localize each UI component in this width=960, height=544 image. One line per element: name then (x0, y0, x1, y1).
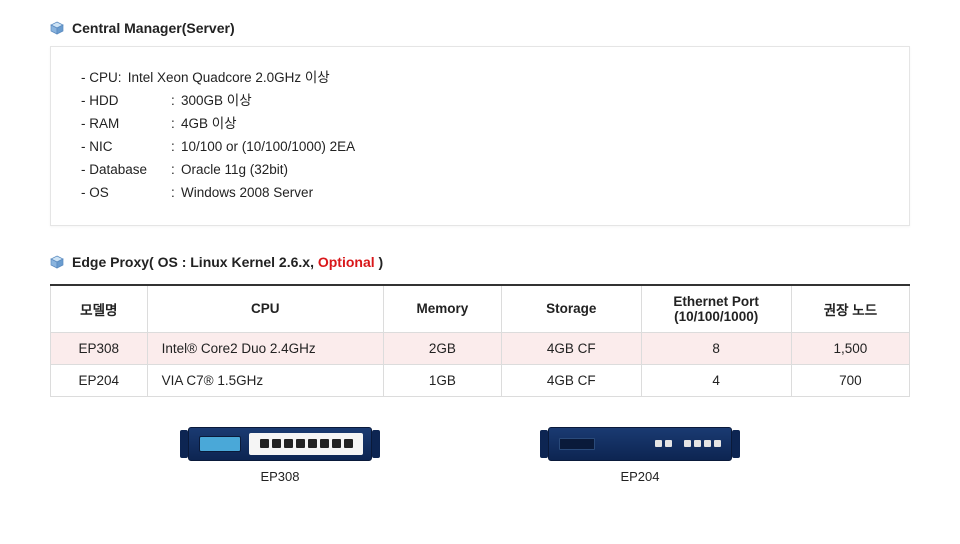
table-row: EP308 Intel® Core2 Duo 2.4GHz 2GB 4GB CF… (51, 332, 910, 364)
device-label: EP204 (540, 469, 740, 484)
edge-proxy-table: 모델명 CPU Memory Storage Ethernet Port (10… (50, 284, 910, 397)
cell-nodes: 1,500 (791, 332, 909, 364)
spec-row: - OS : Windows 2008 Server (81, 182, 879, 205)
col-eth: Ethernet Port (10/100/1000) (641, 285, 791, 333)
spec-colon: : (171, 159, 181, 182)
table-header-row: 모델명 CPU Memory Storage Ethernet Port (10… (51, 285, 910, 333)
spec-colon: : (171, 182, 181, 205)
cell-memory: 2GB (383, 332, 501, 364)
spec-label: - OS (81, 182, 171, 205)
cell-storage: 4GB CF (501, 364, 641, 396)
cell-eth: 4 (641, 364, 791, 396)
spec-value: 10/100 or (10/100/1000) 2EA (181, 136, 879, 159)
section-title: Edge Proxy( OS : Linux Kernel 2.6.x, Opt… (72, 254, 383, 270)
cell-cpu: Intel® Core2 Duo 2.4GHz (147, 332, 383, 364)
device-images-row: EP308 EP204 (50, 427, 910, 484)
col-storage: Storage (501, 285, 641, 333)
spec-row: - CPU : Intel Xeon Quadcore 2.0GHz 이상 (81, 67, 879, 90)
title-prefix: Edge Proxy( OS : Linux Kernel 2.6.x, (72, 254, 318, 270)
cube-icon (50, 255, 64, 269)
title-suffix: ) (375, 254, 384, 270)
rack-unit-icon (540, 427, 740, 461)
spec-label: - NIC (81, 136, 171, 159)
spec-value: 4GB 이상 (181, 113, 879, 136)
spec-colon: : (118, 67, 128, 90)
cell-model: EP308 (51, 332, 148, 364)
device-ep204: EP204 (540, 427, 740, 484)
device-ep308: EP308 (180, 427, 380, 484)
spec-colon: : (171, 136, 181, 159)
spec-row: - RAM : 4GB 이상 (81, 113, 879, 136)
optional-label: Optional (318, 254, 375, 270)
spec-label: - CPU (81, 67, 118, 90)
spec-value: Windows 2008 Server (181, 182, 879, 205)
cell-cpu: VIA C7® 1.5GHz (147, 364, 383, 396)
col-nodes: 권장 노드 (791, 285, 909, 333)
cell-model: EP204 (51, 364, 148, 396)
rack-unit-icon (180, 427, 380, 461)
col-memory: Memory (383, 285, 501, 333)
spec-row: - Database : Oracle 11g (32bit) (81, 159, 879, 182)
section-title: Central Manager(Server) (72, 20, 235, 36)
spec-colon: : (171, 90, 181, 113)
spec-value: Oracle 11g (32bit) (181, 159, 879, 182)
spec-colon: : (171, 113, 181, 136)
spec-row: - NIC : 10/100 or (10/100/1000) 2EA (81, 136, 879, 159)
spec-value: Intel Xeon Quadcore 2.0GHz 이상 (128, 67, 879, 90)
cell-memory: 1GB (383, 364, 501, 396)
section-header-edge-proxy: Edge Proxy( OS : Linux Kernel 2.6.x, Opt… (50, 254, 910, 270)
spec-row: - HDD : 300GB 이상 (81, 90, 879, 113)
spec-label: - Database (81, 159, 171, 182)
device-label: EP308 (180, 469, 380, 484)
cube-icon (50, 21, 64, 35)
cell-eth: 8 (641, 332, 791, 364)
spec-label: - RAM (81, 113, 171, 136)
section-header-central-manager: Central Manager(Server) (50, 20, 910, 36)
spec-box-central-manager: - CPU : Intel Xeon Quadcore 2.0GHz 이상 - … (50, 46, 910, 226)
spec-label: - HDD (81, 90, 171, 113)
col-cpu: CPU (147, 285, 383, 333)
cell-nodes: 700 (791, 364, 909, 396)
table-row: EP204 VIA C7® 1.5GHz 1GB 4GB CF 4 700 (51, 364, 910, 396)
cell-storage: 4GB CF (501, 332, 641, 364)
col-model: 모델명 (51, 285, 148, 333)
spec-value: 300GB 이상 (181, 90, 879, 113)
